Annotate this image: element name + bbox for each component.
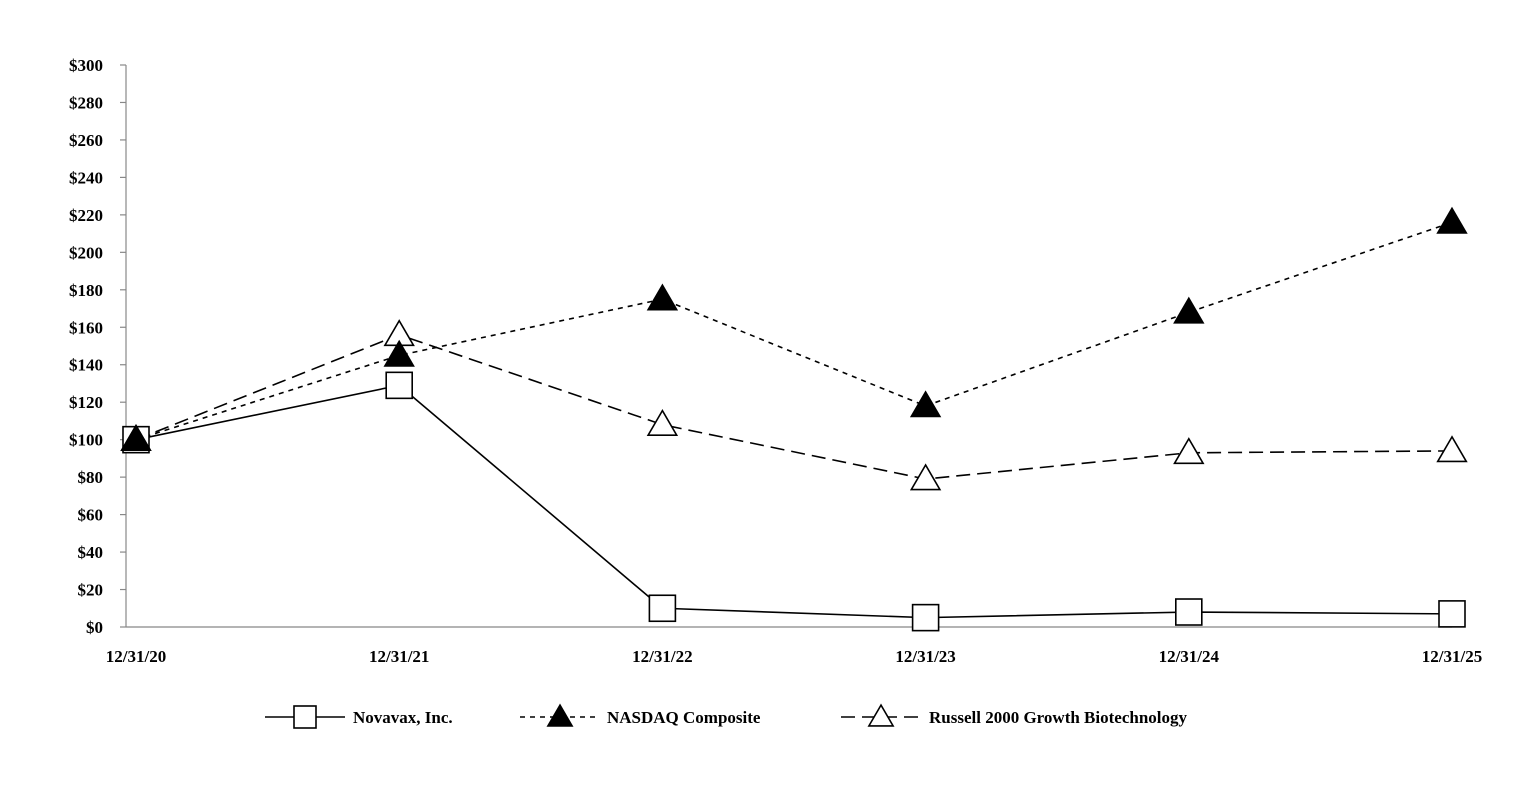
legend-item: Russell 2000 Growth Biotechnology [841, 703, 1188, 727]
y-tick-label: $200 [69, 243, 103, 262]
legend-label: Novavax, Inc. [353, 708, 453, 727]
legend-marker [293, 705, 317, 729]
y-tick-label: $40 [78, 543, 104, 562]
legend-item: NASDAQ Composite [520, 703, 761, 727]
y-axis-ticks: $0 $20 $40 $60 $80 $100 $120 $140 $160 $180 $200 $2… [69, 56, 126, 637]
data-point-marker [1436, 435, 1468, 463]
y-tick-label: $240 [69, 168, 103, 187]
data-point-marker [648, 594, 677, 623]
data-point-marker [1173, 437, 1205, 465]
y-tick-label: $300 [69, 56, 103, 75]
y-tick-label: $100 [69, 431, 103, 450]
data-point-marker [909, 463, 942, 491]
data-point-marker [911, 603, 940, 632]
y-tick-label: $20 [78, 581, 104, 600]
data-point-marker [1173, 296, 1205, 324]
data-point-marker [1436, 206, 1468, 234]
y-tick-label: $180 [69, 281, 103, 300]
data-point-marker [385, 371, 414, 400]
data-point-marker [383, 339, 415, 367]
legend-label: NASDAQ Composite [607, 708, 761, 727]
y-tick-label: $120 [69, 393, 103, 412]
x-tick-label: 12/31/23 [895, 647, 955, 666]
series-markers [120, 206, 1468, 632]
y-tick-label: $160 [69, 318, 103, 337]
legend-marker [546, 703, 574, 727]
y-tick-label: $260 [69, 131, 103, 150]
x-tick-label: 12/31/25 [1422, 647, 1482, 666]
legend-marker [867, 703, 895, 727]
y-tick-label: $80 [78, 468, 104, 487]
series-lines [135, 221, 1453, 619]
legend: Novavax, Inc. NASDAQ Composite Russell 200… [265, 703, 1188, 729]
series-line [135, 221, 1453, 441]
data-point-marker [1438, 600, 1466, 628]
y-tick-label: $280 [69, 93, 103, 112]
legend-item: Novavax, Inc. [265, 705, 453, 729]
x-tick-label: 12/31/21 [369, 647, 429, 666]
data-point-marker [1175, 598, 1203, 626]
data-point-marker [646, 409, 679, 437]
y-tick-label: $60 [78, 506, 104, 525]
y-tick-label: $140 [69, 356, 103, 375]
data-point-marker [120, 424, 152, 451]
x-axis-ticks: 12/31/20 12/31/21 12/31/22 12/31/23 12/31/24… [106, 647, 1482, 666]
x-tick-label: 12/31/22 [632, 647, 692, 666]
series-line [135, 384, 1453, 619]
axes [125, 65, 1452, 628]
legend-label: Russell 2000 Growth Biotechnology [929, 708, 1188, 727]
y-tick-label: $220 [69, 206, 103, 225]
data-point-marker [909, 390, 942, 418]
y-tick-label: $0 [86, 618, 103, 637]
data-point-marker [646, 283, 679, 311]
x-tick-label: 12/31/24 [1159, 647, 1220, 666]
x-tick-label: 12/31/20 [106, 647, 166, 666]
series-line [135, 333, 1453, 480]
